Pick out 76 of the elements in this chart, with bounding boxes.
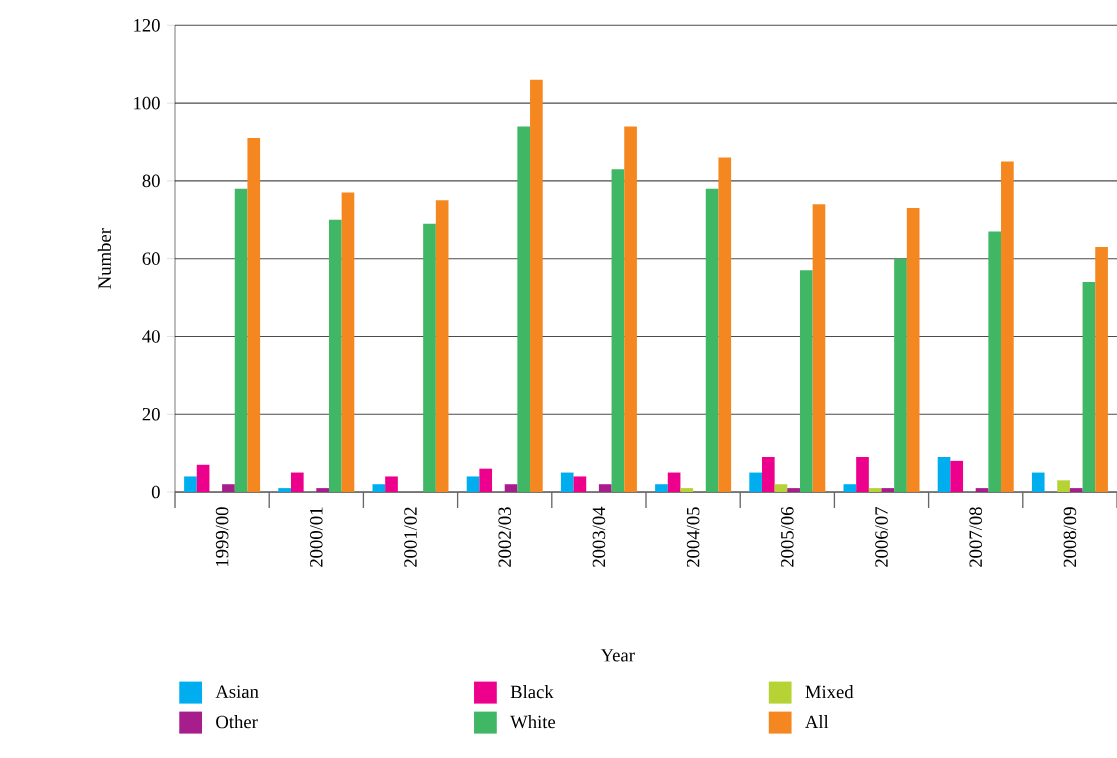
y-tick-label: 60: [142, 252, 160, 265]
bar: [423, 223, 436, 492]
bar: [749, 472, 762, 492]
legend-label: Mixed: [805, 685, 854, 699]
legend-label: All: [805, 715, 829, 729]
bar: [479, 468, 493, 492]
bar: [247, 138, 261, 492]
bar: [316, 488, 329, 492]
bar: [774, 484, 788, 492]
bar: [598, 484, 612, 492]
bar: [611, 169, 625, 492]
bar: [222, 484, 235, 492]
x-tick-label: 2006/07: [875, 507, 888, 567]
x-tick-label: 2001/02: [404, 507, 417, 567]
bar: [655, 484, 668, 492]
bar: [894, 258, 907, 492]
x-tick-label: 2000/01: [310, 507, 323, 567]
x-tick-label: 2007/08: [969, 507, 983, 567]
y-tick-label: 120: [134, 19, 160, 32]
legend-label: Asian: [215, 685, 259, 698]
bar: [1057, 480, 1070, 492]
x-tick-label: 2004/05: [686, 507, 700, 567]
x-tick-label: 2008/09: [1063, 507, 1077, 567]
bar: [234, 188, 248, 492]
y-tick-label: 40: [142, 330, 160, 343]
bar: [843, 484, 857, 492]
x-tick-label: 2005/06: [781, 507, 794, 567]
bar: [385, 476, 398, 492]
y-tick-label: 100: [134, 96, 160, 110]
bar: [787, 488, 800, 492]
bar: [435, 200, 449, 492]
bar: [290, 472, 304, 492]
y-tick-label: 20: [142, 407, 160, 421]
bar: [950, 460, 964, 492]
bar: [868, 488, 882, 492]
bar: [573, 476, 587, 492]
legend-label: White: [510, 715, 556, 729]
bar: [328, 219, 342, 492]
bar: [530, 79, 543, 492]
bar: [975, 488, 989, 492]
bar: [466, 476, 480, 492]
bar: [372, 484, 386, 492]
bar: [517, 126, 531, 492]
bar: [184, 476, 197, 492]
bar: [937, 457, 951, 492]
bar: [718, 157, 732, 492]
bar: [906, 208, 920, 492]
legend-label: Other: [216, 715, 258, 729]
x-tick-label: 1999/00: [215, 507, 229, 567]
y-axis-title: Number: [97, 228, 111, 289]
bar: [278, 488, 291, 492]
x-axis-title: Year: [600, 649, 635, 662]
bar: [812, 204, 826, 492]
bar: [799, 270, 813, 492]
bar: [667, 472, 681, 492]
bar: [341, 192, 355, 492]
bar: [856, 457, 869, 492]
x-tick-label: 2002/03: [498, 507, 512, 567]
y-tick-label: 0: [151, 485, 160, 499]
bar: [680, 488, 694, 492]
bar: [624, 126, 637, 492]
bar: [1069, 488, 1083, 492]
bar: [504, 484, 518, 492]
bar: [1031, 472, 1045, 492]
x-tick-label: 2003/04: [592, 506, 606, 567]
bar: [560, 472, 574, 492]
legend-label: Black: [510, 685, 554, 699]
bar: [1082, 282, 1096, 492]
bar: [881, 488, 895, 492]
bar: [705, 188, 719, 492]
bar: [988, 231, 1002, 492]
bar: [196, 464, 210, 492]
bar: [761, 457, 775, 492]
bar: [1095, 247, 1108, 492]
bar: [1001, 161, 1014, 492]
y-tick-label: 80: [142, 174, 160, 188]
